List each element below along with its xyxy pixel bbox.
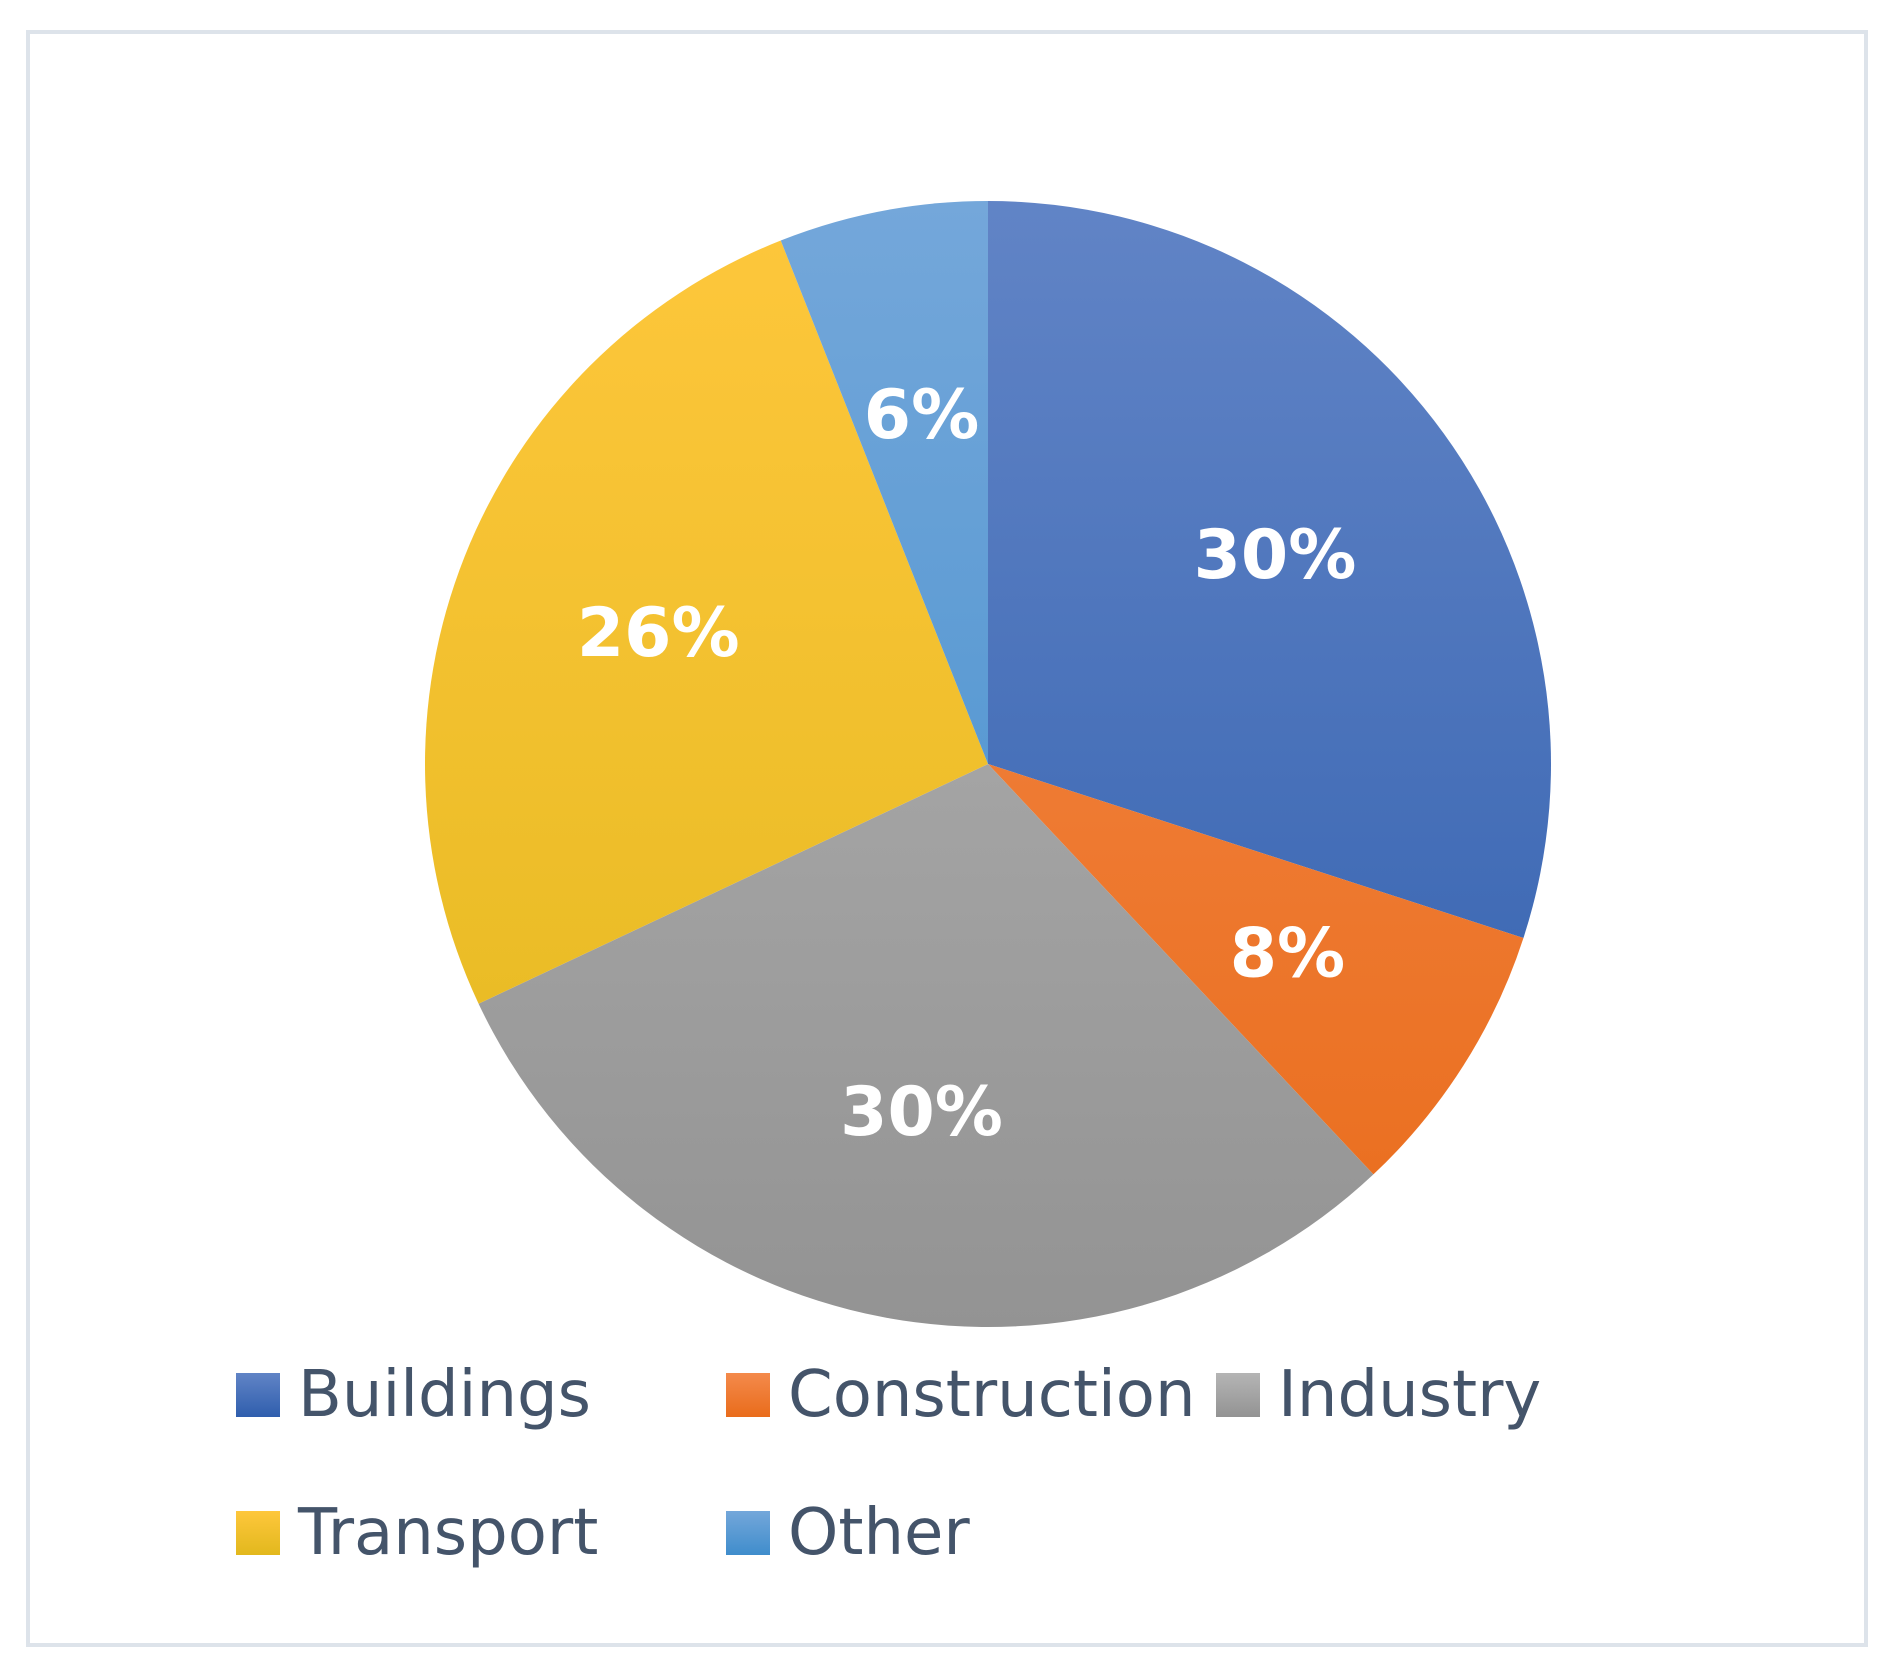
legend-swatch-construction — [726, 1373, 770, 1417]
legend-swatch-buildings — [236, 1373, 280, 1417]
pie-slice-other — [780, 201, 988, 764]
legend-label-buildings: Buildings — [298, 1358, 591, 1432]
pie-slice-industry — [478, 764, 1374, 1327]
slice-labels: 30% 8% 30% 26% 6% — [577, 376, 1356, 1152]
legend-swatch-other — [726, 1511, 770, 1555]
legend-item-construction: Construction — [726, 1355, 1216, 1435]
data-label-buildings: 30% — [1194, 516, 1357, 595]
legend-swatch-industry — [1216, 1373, 1260, 1417]
legend-label-industry: Industry — [1278, 1358, 1542, 1432]
data-label-other: 6% — [864, 376, 979, 455]
data-label-transport: 26% — [577, 594, 740, 673]
pie-slice-transport — [425, 240, 988, 1004]
legend-label-other: Other — [788, 1496, 970, 1570]
legend-item-transport: Transport — [236, 1493, 726, 1573]
pie-slices — [425, 201, 1551, 1327]
data-label-industry: 30% — [840, 1073, 1003, 1152]
data-label-construction: 8% — [1230, 915, 1345, 994]
pie-slice-construction — [988, 764, 1524, 1175]
legend-item-industry: Industry — [1216, 1355, 1596, 1435]
legend-item-other: Other — [726, 1493, 1216, 1573]
legend-item-buildings: Buildings — [236, 1355, 726, 1435]
legend-swatch-transport — [236, 1511, 280, 1555]
pie-slice-buildings — [988, 201, 1551, 938]
legend-label-transport: Transport — [298, 1496, 599, 1570]
legend-label-construction: Construction — [788, 1358, 1196, 1432]
legend: Buildings Construction Industry Transpor… — [236, 1355, 1636, 1573]
